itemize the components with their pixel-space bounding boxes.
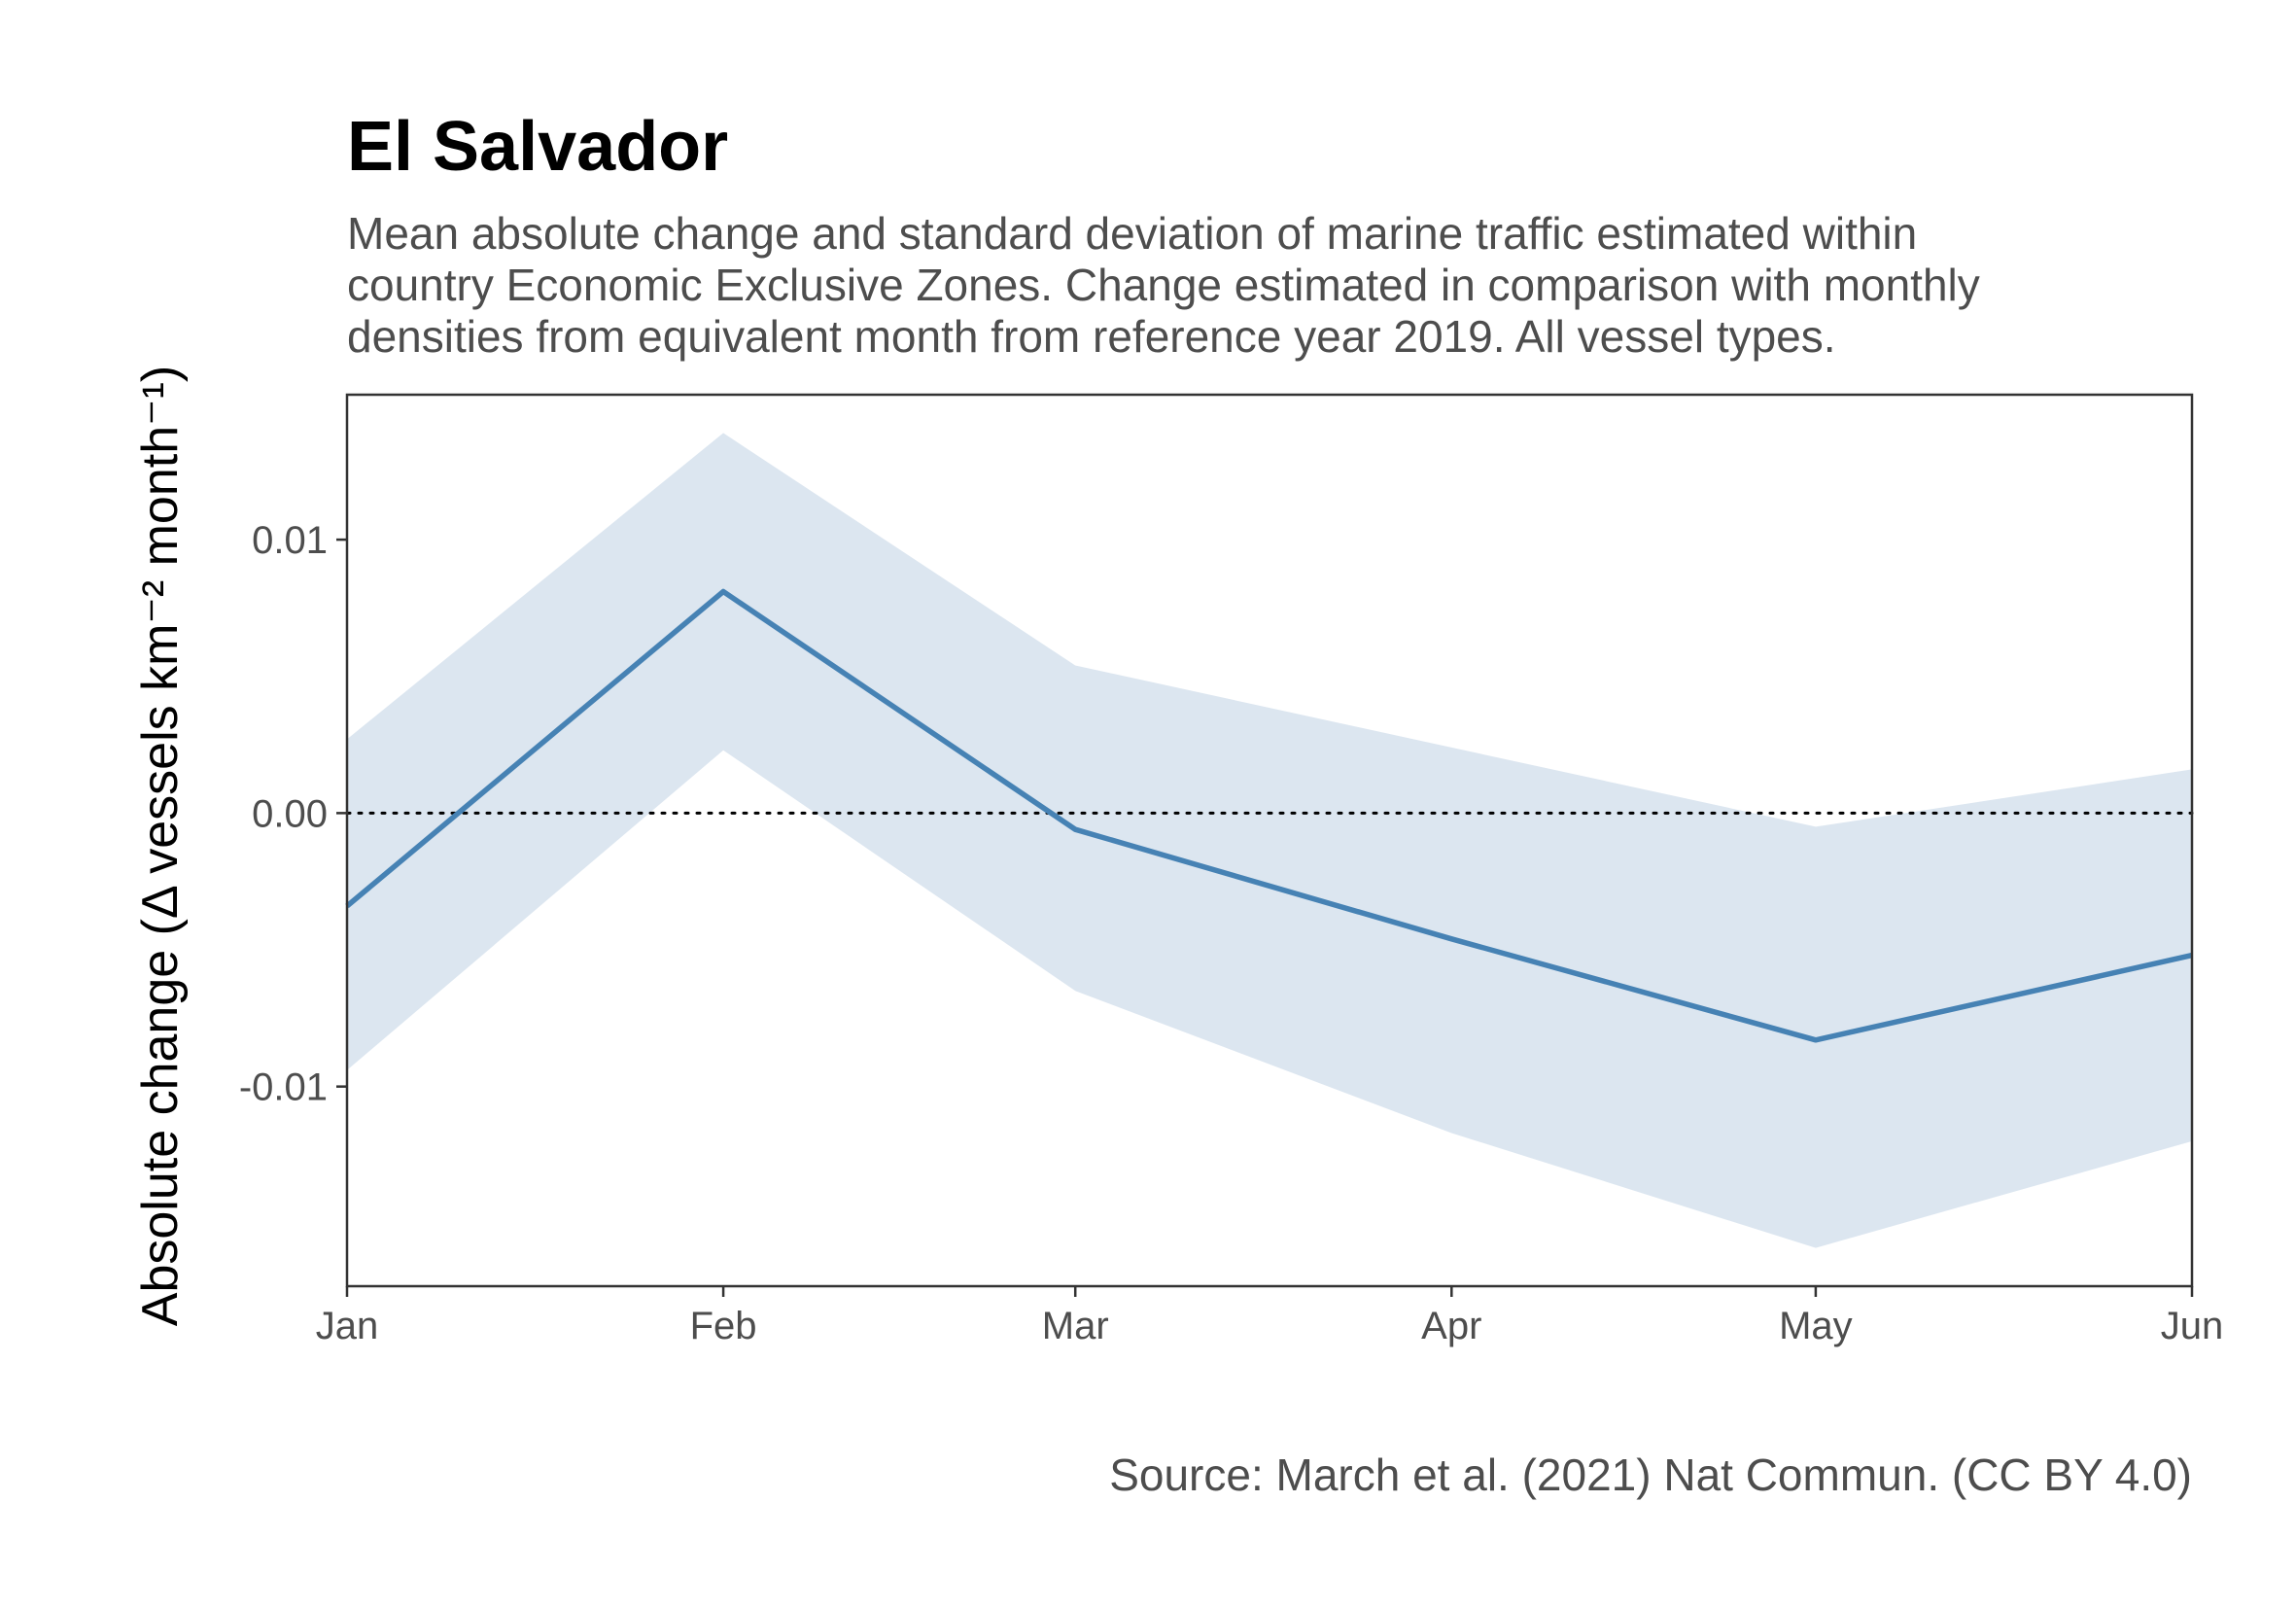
sd-ribbon	[347, 433, 2192, 1248]
panel-border	[345, 393, 2194, 1288]
x-tick-label: Jun	[2161, 1305, 2224, 1347]
chart-subtitle-line-2: country Economic Exclusive Zones. Change…	[347, 260, 1980, 310]
y-axis-ticks: 0.01 0.00 -0.01	[239, 519, 347, 1109]
chart-caption: Source: March et al. (2021) Nat Commun. …	[1109, 1450, 2192, 1500]
x-tick-label: May	[1779, 1305, 1853, 1347]
chart-subtitle-line-1: Mean absolute change and standard deviat…	[347, 208, 1917, 259]
x-tick-label: Jan	[316, 1305, 379, 1347]
chart-subtitle-line-3: densities from equivalent month from ref…	[347, 311, 1836, 362]
mean-change-line	[345, 588, 2193, 1043]
y-axis-title: Absolute change (Δ vessels km⁻² month⁻¹)	[132, 366, 189, 1326]
x-tick-label: Mar	[1042, 1305, 1109, 1347]
chart-title: El Salvador	[347, 108, 728, 186]
x-tick-label: Apr	[1421, 1305, 1481, 1347]
y-tick-label: -0.01	[239, 1066, 328, 1109]
plot-area	[345, 393, 2194, 1288]
x-tick-label: Feb	[690, 1305, 757, 1347]
y-tick-label: 0.01	[252, 519, 328, 562]
y-tick-label: 0.00	[252, 792, 328, 835]
x-axis-ticks: Jan Feb Mar Apr May Jun	[316, 1286, 2224, 1347]
